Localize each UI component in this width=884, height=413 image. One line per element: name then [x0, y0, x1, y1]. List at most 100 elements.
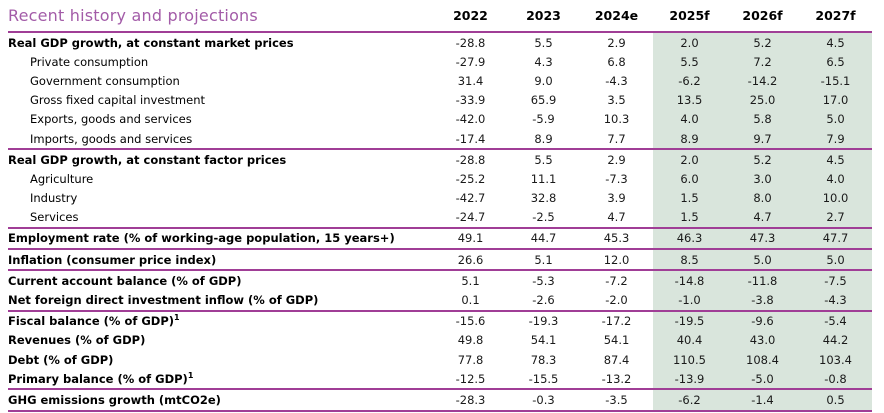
row-label: Gross fixed capital investment [30, 93, 205, 108]
table-row: Gross fixed capital investment -33.9 65.9 3… [0, 91, 884, 110]
row-value: -15.6 [455, 314, 486, 329]
row-value: 4.0 [680, 112, 699, 127]
row-label: Revenues (% of GDP) [8, 333, 146, 348]
column-header-2022: 2022 [453, 8, 488, 23]
row-value: 40.4 [676, 333, 703, 348]
row-value: 8.9 [534, 131, 553, 146]
table-row: GHG emissions growth (mtCO2e) -28.3 -0.3 -3… [0, 390, 884, 409]
row-value: 46.3 [676, 231, 703, 246]
column-header-2027f: 2027f [815, 8, 856, 23]
row-label: Employment rate (% of working-age popula… [8, 231, 395, 246]
row-value: 2.0 [680, 152, 699, 167]
row-value: 12.0 [603, 252, 630, 267]
row-value: -12.5 [455, 371, 486, 386]
row-label: Agriculture [30, 171, 94, 186]
row-value: 5.8 [753, 112, 772, 127]
table-row: Employment rate (% of working-age popula… [0, 229, 884, 248]
row-label: Exports, goods and services [30, 112, 192, 127]
table-header: Recent history and projections 2022 2023… [0, 0, 884, 31]
row-value: 4.7 [753, 210, 772, 225]
row-value: -2.6 [532, 293, 555, 308]
row-value: -28.3 [455, 392, 486, 407]
row-label: Imports, goods and services [30, 131, 193, 146]
row-value: 103.4 [819, 352, 852, 367]
table-row: Primary balance (% of GDP)1 -12.5 -15.5 -13… [0, 369, 884, 388]
row-label: Debt (% of GDP) [8, 352, 114, 367]
row-value: 6.0 [680, 171, 699, 186]
row-label: Government consumption [30, 73, 180, 88]
row-value: 49.1 [457, 231, 484, 246]
row-value: 8.0 [753, 191, 772, 206]
section-divider [8, 248, 872, 251]
row-value: 5.0 [753, 252, 772, 267]
table-row: Services -24.7 -2.5 4.7 1.5 4.7 2.7 [0, 208, 884, 227]
section-divider [8, 388, 872, 391]
row-value: 2.7 [826, 210, 845, 225]
row-value: -19.3 [528, 314, 559, 329]
row-value: 5.5 [534, 152, 553, 167]
column-header-2024e: 2024e [594, 8, 639, 23]
page-title: Recent history and projections [8, 6, 258, 25]
table-row: Industry -42.7 32.8 3.9 1.5 8.0 10.0 [0, 189, 884, 208]
row-label: Inflation (consumer price index) [8, 252, 217, 267]
table-body: Real GDP growth, at constant market pric… [0, 33, 884, 412]
row-value: 87.4 [603, 352, 630, 367]
row-value: 1.5 [680, 210, 699, 225]
row-value: -4.3 [605, 73, 628, 88]
row-value: -17.4 [455, 131, 486, 146]
row-value: -7.3 [605, 171, 628, 186]
section-divider [8, 269, 872, 272]
row-value: 110.5 [673, 352, 706, 367]
row-value: 9.0 [534, 73, 553, 88]
row-value: -3.8 [751, 293, 774, 308]
row-value: 4.5 [826, 152, 845, 167]
header-divider [8, 31, 872, 33]
row-value: 31.4 [457, 73, 484, 88]
row-value: 0.1 [461, 293, 480, 308]
row-value: 13.5 [676, 93, 703, 108]
forecast-columns-highlight [653, 33, 872, 412]
row-value: -27.9 [455, 54, 486, 69]
row-value: 47.7 [822, 231, 849, 246]
row-value: 5.5 [680, 54, 699, 69]
row-value: 26.6 [457, 252, 484, 267]
row-value: 2.9 [607, 152, 626, 167]
section-divider [8, 409, 872, 412]
row-label: Current account balance (% of GDP) [8, 273, 242, 288]
row-value: -11.8 [747, 273, 778, 288]
row-label: Primary balance (% of GDP)1 [8, 371, 194, 386]
row-value: -24.7 [455, 210, 486, 225]
table-row: Inflation (consumer price index) 26.6 5.1 1… [0, 250, 884, 269]
row-value: 8.5 [680, 252, 699, 267]
row-value: -2.5 [532, 210, 555, 225]
table-row: Government consumption 31.4 9.0 -4.3 -6.2 -14… [0, 71, 884, 90]
row-value: -0.3 [532, 392, 555, 407]
column-header-2025f: 2025f [669, 8, 710, 23]
row-value: 45.3 [603, 231, 630, 246]
row-value: 10.0 [822, 191, 849, 206]
row-value: 5.1 [461, 273, 480, 288]
row-value: -2.0 [605, 293, 628, 308]
row-value: 5.0 [826, 252, 845, 267]
table-row: Private consumption -27.9 4.3 6.8 5.5 7.2 6.5 [0, 52, 884, 71]
row-value: 65.9 [530, 93, 557, 108]
row-value: -19.5 [674, 314, 705, 329]
row-value: -0.8 [824, 371, 847, 386]
table-row: Debt (% of GDP) 77.8 78.3 87.4 110.5 108.4 103… [0, 350, 884, 369]
footnote-marker: 1 [187, 371, 194, 380]
row-value: 4.5 [826, 35, 845, 50]
row-value: -5.0 [751, 371, 774, 386]
row-value: 108.4 [746, 352, 779, 367]
row-value: 7.2 [753, 54, 772, 69]
section-divider [8, 309, 872, 312]
row-value: -42.7 [455, 191, 486, 206]
row-value: -6.2 [678, 392, 701, 407]
row-value: -25.2 [455, 171, 486, 186]
column-header-2026f: 2026f [742, 8, 783, 23]
row-label: Net foreign direct investment inflow (% … [8, 293, 319, 308]
row-value: 4.7 [607, 210, 626, 225]
table-row: Real GDP growth, at constant factor pric… [0, 150, 884, 169]
row-value: 77.8 [457, 352, 484, 367]
row-value: 54.1 [530, 333, 557, 348]
